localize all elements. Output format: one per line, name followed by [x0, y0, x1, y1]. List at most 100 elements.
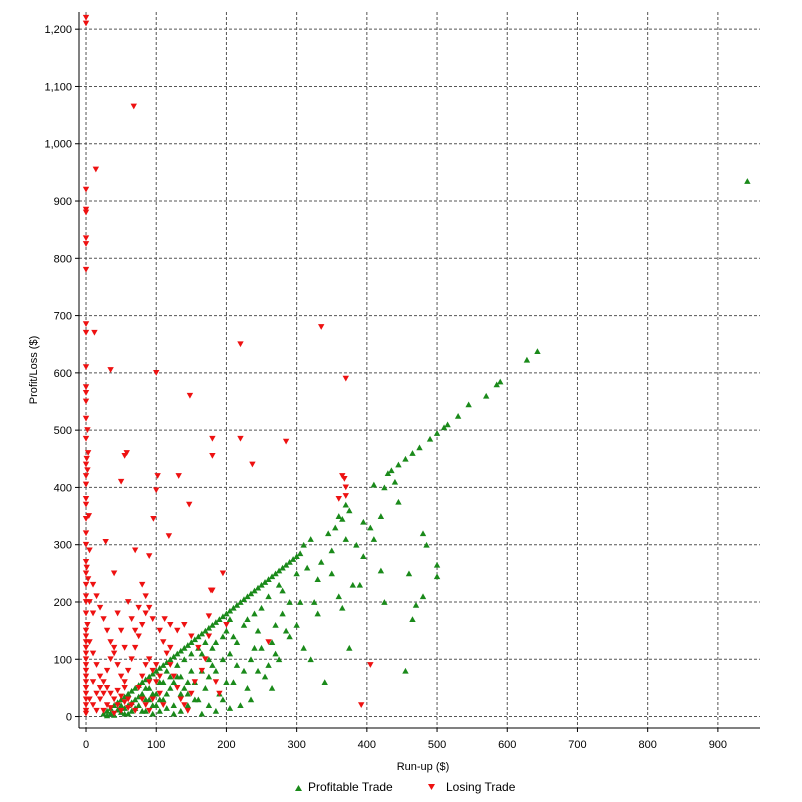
losing-trade-point [131, 627, 139, 634]
losing-trade-point [146, 656, 153, 663]
profitable-trade-point [293, 553, 300, 560]
losing-trade-point [96, 673, 104, 680]
x-tick-label: 500 [428, 739, 446, 751]
losing-trade-point [335, 496, 342, 502]
losing-trade-point [82, 209, 90, 216]
losing-trade-point [82, 667, 90, 674]
profitable-trade-point [184, 702, 192, 708]
losing-trade-point [107, 639, 114, 645]
profitable-trade-point [268, 685, 276, 691]
losing-trade-point [82, 415, 90, 422]
losing-trade-point [212, 679, 220, 686]
profitable-trade-point [107, 710, 114, 716]
losing-trade-point [86, 599, 93, 605]
losing-trade-point [82, 541, 90, 548]
profitable-trade-point [419, 593, 427, 600]
profitable-trade-point [296, 599, 304, 605]
profitable-trade-point [170, 710, 177, 717]
profitable-trade-point [265, 662, 272, 668]
losing-trade-point [146, 553, 153, 560]
losing-trade-point [342, 484, 349, 491]
losing-trade-point [91, 329, 98, 336]
profitable-trade-point [342, 536, 349, 542]
profitable-trade-point [265, 576, 272, 582]
profitable-trade-point [160, 679, 167, 686]
profitable-trade-point [339, 604, 346, 611]
losing-trade-point [117, 707, 125, 714]
profitable-trade-point [377, 513, 385, 519]
profitable-trade-point [419, 530, 427, 537]
profitable-trade-point [149, 690, 156, 697]
profitable-trade-point [423, 541, 430, 548]
profitable-trade-point [188, 650, 195, 657]
profitable-trade-point [219, 656, 227, 663]
profitable-trade-point [444, 421, 451, 428]
losing-trade-point [149, 616, 156, 623]
losing-trade-point [341, 475, 348, 482]
profitable-trade-point [279, 564, 286, 571]
profitable-trade-point [261, 673, 269, 680]
profitable-trade-point [412, 601, 420, 608]
losing-trade-point [96, 604, 104, 611]
losing-trade-point [82, 266, 90, 273]
profitable-trade-point [131, 685, 139, 691]
legend-label-losing: Losing Trade [446, 780, 516, 794]
profitable-trade-point [128, 687, 135, 694]
losing-trade-point [167, 662, 174, 668]
losing-trade-point [102, 538, 109, 545]
losing-trade-point [186, 501, 193, 508]
losing-trade-point [282, 438, 290, 445]
profitable-trade-point [251, 587, 258, 594]
profitable-trade-point [282, 627, 290, 634]
profitable-trade-point [233, 601, 241, 608]
grid [79, 12, 760, 728]
losing-trade-point [135, 633, 142, 640]
y-tick-label: 1,200 [44, 24, 72, 36]
profitable-trade-point [426, 435, 434, 442]
profitable-trade-point [170, 653, 177, 660]
losing-trade-point [170, 673, 177, 680]
y-tick-label: 100 [54, 654, 72, 666]
losing-trade-point [107, 656, 114, 663]
profitable-trade-point [433, 561, 441, 568]
profitable-trade-point [153, 702, 160, 708]
profitable-trade-point [286, 599, 293, 605]
profitable-trade-point [205, 656, 213, 663]
losing-trade-point [161, 616, 168, 623]
losing-trade-point [82, 650, 90, 657]
losing-trade-point [142, 662, 149, 668]
profitable-trade-point [202, 639, 209, 645]
profitable-trade-point [163, 667, 170, 674]
profitable-trade-point [346, 644, 353, 651]
losing-trade-point [121, 644, 128, 651]
losing-trade-point [165, 533, 173, 539]
losing-trade-point [195, 644, 202, 651]
losing-trade-point [175, 473, 182, 479]
profitable-trade-point [272, 570, 279, 577]
legend: Profitable Trade Losing Trade [295, 780, 516, 794]
losing-trade-point [198, 667, 206, 674]
losing-trade-point [110, 570, 118, 577]
tick-labels: 0 100 200 300 400 500 600 700 800 900 0 100 200 300 40… [44, 24, 727, 751]
losing-trade-point [96, 696, 104, 703]
profitable-trade-point [240, 596, 248, 602]
profitable-trade-point [138, 679, 146, 686]
losing-trade-point [142, 593, 149, 600]
profitable-trade-point [212, 667, 220, 674]
losing-trade-point [93, 690, 100, 697]
losing-trade-point [82, 633, 90, 640]
losing-trade-point [156, 627, 163, 634]
losing-trade-point [121, 679, 128, 686]
profitable-trade-point [226, 705, 234, 711]
losing-trade-point [82, 702, 90, 708]
y-tick-label: 0 [66, 712, 72, 724]
profitable-trade-point [181, 685, 188, 691]
data-points [82, 14, 751, 719]
profitable-trade-point [131, 696, 139, 703]
y-tick-label: 800 [54, 253, 72, 265]
profitable-trade-point [153, 667, 160, 674]
profitable-trade-point [177, 673, 184, 680]
profitable-trade-point [209, 644, 216, 651]
losing-trade-point [167, 622, 174, 628]
losing-trade-point [114, 702, 121, 708]
